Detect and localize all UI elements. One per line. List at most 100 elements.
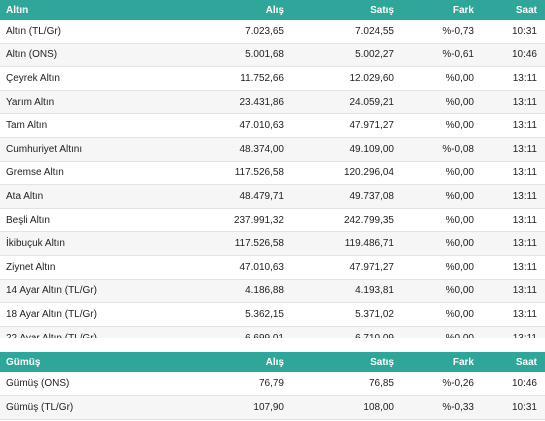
cell-buy: 7.023,65 xyxy=(150,20,290,44)
cell-name[interactable]: Ata Altın xyxy=(0,184,150,209)
gold-table-row[interactable]: 14 Ayar Altın (TL/Gr) 4.186,88 4.193,81 %0,… xyxy=(0,279,545,304)
cell-time: 13:11 xyxy=(480,302,545,327)
cell-sell: 242.799,35 xyxy=(290,208,400,233)
cell-time: 10:46 xyxy=(480,372,545,396)
cell-sell: 119.486,71 xyxy=(290,231,400,256)
cell-change: %-0,61 xyxy=(400,43,480,68)
cell-change: %0,00 xyxy=(400,279,480,304)
cell-time: 13:11 xyxy=(480,231,545,256)
gold-header-buy[interactable]: Alış xyxy=(150,0,290,20)
gold-price-table: Altın Alış Satış Fark Saat Altın (TL/Gr)… xyxy=(0,0,545,351)
cell-name[interactable]: Ziynet Altın xyxy=(0,255,150,280)
cell-buy: 47.010,63 xyxy=(150,255,290,280)
cell-time: 10:31 xyxy=(480,395,545,420)
cell-name[interactable]: Altın (ONS) xyxy=(0,43,150,68)
cell-buy: 5.001,68 xyxy=(150,43,290,68)
gold-table-row[interactable]: Ziynet Altın 47.010,63 47.971,27 %0,00 13:11 xyxy=(0,255,545,280)
silver-header-buy[interactable]: Alış xyxy=(150,352,290,372)
cell-change: %0,00 xyxy=(400,231,480,256)
silver-table-header: Gümüş Alış Satış Fark Saat xyxy=(0,352,545,372)
gold-table-row[interactable]: İkibuçuk Altın 117.526,58 119.486,71 %0,00 1… xyxy=(0,231,545,256)
cell-change: %0,00 xyxy=(400,90,480,115)
cell-time: 13:11 xyxy=(480,66,545,91)
gold-header-time[interactable]: Saat xyxy=(480,0,545,20)
cell-buy: 48.479,71 xyxy=(150,184,290,209)
cell-sell: 120.296,04 xyxy=(290,161,400,186)
cell-sell: 49.737,08 xyxy=(290,184,400,209)
gold-table-row[interactable]: Tam Altın 47.010,63 47.971,27 %0,00 13:11 xyxy=(0,113,545,138)
silver-header-change[interactable]: Fark xyxy=(400,352,480,372)
cell-name[interactable]: Gümüş (TL/Gr) xyxy=(0,395,150,420)
cell-sell: 12.029,60 xyxy=(290,66,400,91)
gold-table-row[interactable]: Yarım Altın 23.431,86 24.059,21 %0,00 13:11 xyxy=(0,90,545,115)
cell-name[interactable]: 14 Ayar Altın (TL/Gr) xyxy=(0,279,150,304)
gold-header-name[interactable]: Altın xyxy=(0,0,150,20)
gold-table-row[interactable]: Altın (ONS) 5.001,68 5.002,27 %-0,61 10:46 xyxy=(0,43,545,68)
cell-buy: 237.991,32 xyxy=(150,208,290,233)
silver-table-row[interactable]: Gümüş (ONS) 76,79 76,85 %-0,26 10:46 xyxy=(0,372,545,396)
cell-sell: 5.371,02 xyxy=(290,302,400,327)
cell-change: %0,00 xyxy=(400,66,480,91)
cell-change: %0,00 xyxy=(400,208,480,233)
cell-change: %-0,73 xyxy=(400,20,480,44)
cell-time: 13:11 xyxy=(480,208,545,233)
cell-time: 13:11 xyxy=(480,90,545,115)
cell-change: %0,00 xyxy=(400,255,480,280)
cell-name[interactable]: Gümüş (ONS) xyxy=(0,372,150,396)
cell-name[interactable]: Gremse Altın xyxy=(0,161,150,186)
cell-name[interactable]: Tam Altın xyxy=(0,113,150,138)
cell-sell: 47.971,27 xyxy=(290,113,400,138)
cell-name[interactable]: Beşli Altın xyxy=(0,208,150,233)
silver-table-row[interactable]: Gümüş (TL/Gr) 107,90 108,00 %-0,33 10:31 xyxy=(0,395,545,420)
gold-table-row[interactable]: Gremse Altın 117.526,58 120.296,04 %0,00 13:… xyxy=(0,161,545,186)
silver-header-name[interactable]: Gümüş xyxy=(0,352,150,372)
cell-sell: 76,85 xyxy=(290,372,400,396)
cell-change: %-0,26 xyxy=(400,372,480,396)
cell-time: 13:11 xyxy=(480,279,545,304)
cell-change: %-0,08 xyxy=(400,137,480,162)
gold-table-row[interactable]: Çeyrek Altın 11.752,66 12.029,60 %0,00 13:11 xyxy=(0,66,545,91)
cell-time: 10:46 xyxy=(480,43,545,68)
cell-name[interactable]: Cumhuriyet Altını xyxy=(0,137,150,162)
cell-sell: 4.193,81 xyxy=(290,279,400,304)
cell-change: %0,00 xyxy=(400,161,480,186)
cell-sell: 24.059,21 xyxy=(290,90,400,115)
cell-buy: 11.752,66 xyxy=(150,66,290,91)
cell-sell: 49.109,00 xyxy=(290,137,400,162)
cell-name[interactable]: Yarım Altın xyxy=(0,90,150,115)
gold-table-row[interactable]: Altın (TL/Gr) 7.023,65 7.024,55 %-0,73 10:31 xyxy=(0,20,545,44)
cell-buy: 5.362,15 xyxy=(150,302,290,327)
table-separator xyxy=(0,338,545,352)
cell-time: 13:11 xyxy=(480,161,545,186)
gold-header-sell[interactable]: Satış xyxy=(290,0,400,20)
silver-price-table: Gümüş Alış Satış Fark Saat Gümüş (ONS) 76… xyxy=(0,352,545,420)
cell-name[interactable]: Altın (TL/Gr) xyxy=(0,20,150,44)
cell-buy: 23.431,86 xyxy=(150,90,290,115)
cell-buy: 117.526,58 xyxy=(150,161,290,186)
cell-change: %0,00 xyxy=(400,302,480,327)
cell-buy: 117.526,58 xyxy=(150,231,290,256)
cell-change: %-0,33 xyxy=(400,395,480,420)
cell-name[interactable]: Çeyrek Altın xyxy=(0,66,150,91)
cell-time: 13:11 xyxy=(480,184,545,209)
cell-name[interactable]: 18 Ayar Altın (TL/Gr) xyxy=(0,302,150,327)
cell-buy: 76,79 xyxy=(150,372,290,396)
gold-table-row[interactable]: Ata Altın 48.479,71 49.737,08 %0,00 13:11 xyxy=(0,184,545,209)
cell-name[interactable]: İkibuçuk Altın xyxy=(0,231,150,256)
silver-header-time[interactable]: Saat xyxy=(480,352,545,372)
gold-table-row[interactable]: Beşli Altın 237.991,32 242.799,35 %0,00 13:1… xyxy=(0,208,545,233)
cell-sell: 108,00 xyxy=(290,395,400,420)
silver-header-sell[interactable]: Satış xyxy=(290,352,400,372)
cell-time: 13:11 xyxy=(480,137,545,162)
cell-time: 13:11 xyxy=(480,255,545,280)
gold-table-header: Altın Alış Satış Fark Saat xyxy=(0,0,545,20)
cell-time: 13:11 xyxy=(480,113,545,138)
gold-header-change[interactable]: Fark xyxy=(400,0,480,20)
cell-change: %0,00 xyxy=(400,184,480,209)
cell-buy: 4.186,88 xyxy=(150,279,290,304)
gold-table-row[interactable]: Cumhuriyet Altını 48.374,00 49.109,00 %-0,0… xyxy=(0,137,545,162)
cell-sell: 7.024,55 xyxy=(290,20,400,44)
gold-table-row[interactable]: 18 Ayar Altın (TL/Gr) 5.362,15 5.371,02 %0,… xyxy=(0,302,545,327)
cell-change: %0,00 xyxy=(400,113,480,138)
cell-buy: 48.374,00 xyxy=(150,137,290,162)
